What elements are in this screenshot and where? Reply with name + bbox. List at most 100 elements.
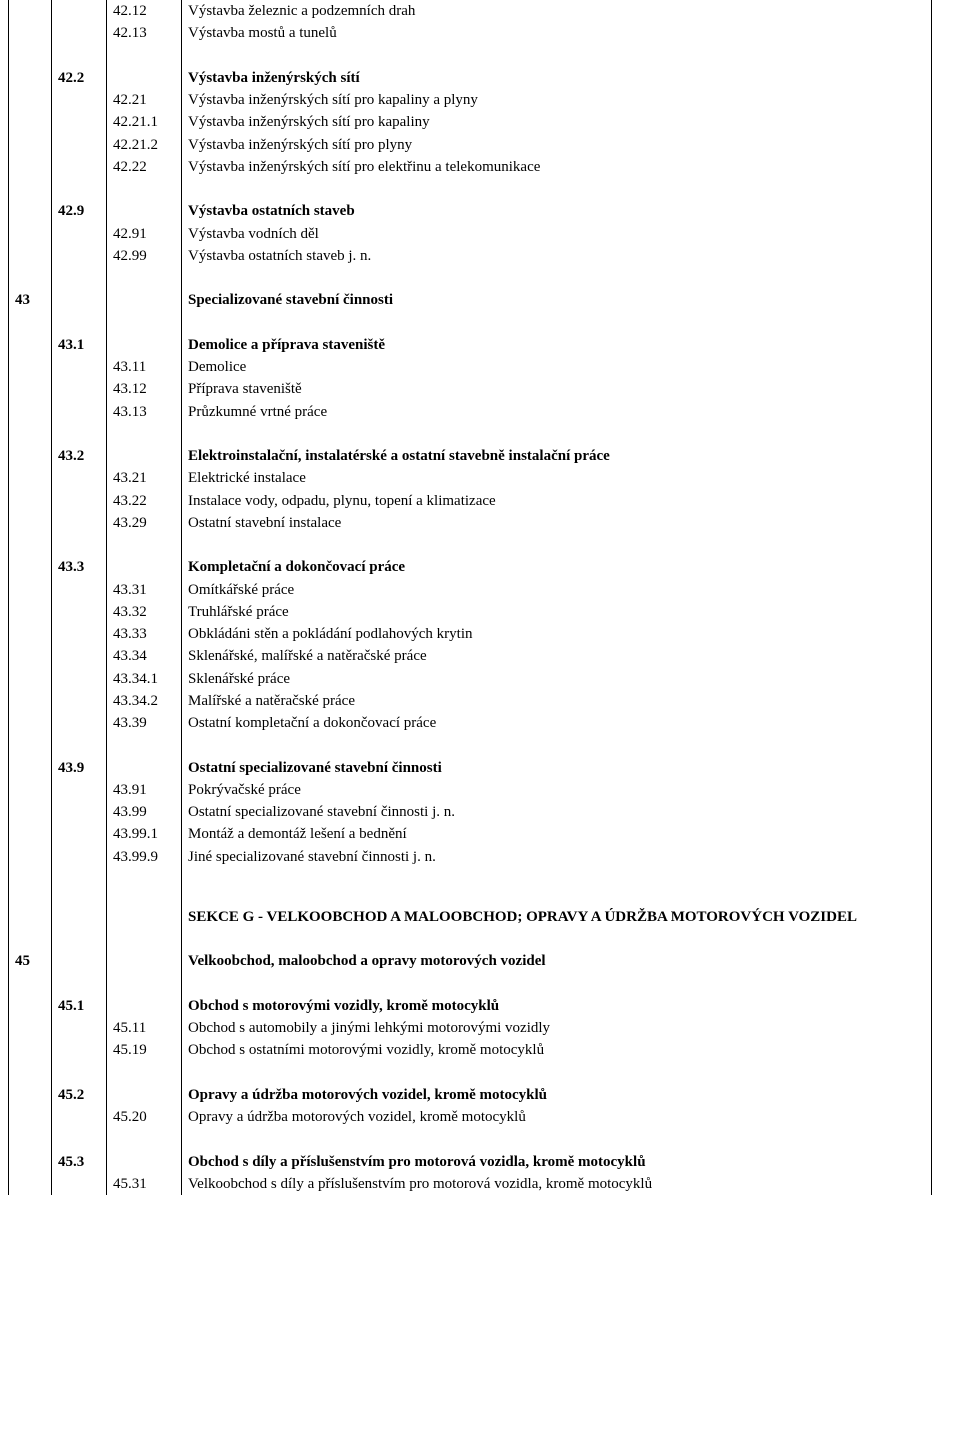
code-cell: 43.91 xyxy=(107,779,182,801)
code-cell: 45.20 xyxy=(107,1106,182,1128)
code-cell xyxy=(9,779,52,801)
table-row xyxy=(9,534,932,556)
code-cell xyxy=(52,1173,107,1195)
code-cell xyxy=(52,401,107,423)
table-row xyxy=(9,973,932,995)
code-cell xyxy=(52,906,107,928)
code-cell xyxy=(52,89,107,111)
table-row: 43.91Pokrývačské práce xyxy=(9,779,932,801)
table-row xyxy=(9,868,932,906)
table-row: 45.31Velkoobchod s díly a příslušenstvím… xyxy=(9,1173,932,1195)
code-cell xyxy=(52,1106,107,1128)
table-row: 45.3Obchod s díly a příslušenstvím pro m… xyxy=(9,1151,932,1173)
code-cell: 43.3 xyxy=(52,556,107,578)
code-cell xyxy=(9,823,52,845)
label-cell: Specializované stavební činnosti xyxy=(182,289,932,311)
code-cell xyxy=(9,378,52,400)
code-cell xyxy=(9,1017,52,1039)
table-row: 43.3Kompletační a dokončovací práce xyxy=(9,556,932,578)
table-row: 43.22Instalace vody, odpadu, plynu, tope… xyxy=(9,490,932,512)
code-cell: 43.11 xyxy=(107,356,182,378)
table-row: 43.29Ostatní stavební instalace xyxy=(9,512,932,534)
code-cell: 43.22 xyxy=(107,490,182,512)
label-cell: Výstavba inženýrských sítí pro plyny xyxy=(182,134,932,156)
table-row xyxy=(9,734,932,756)
code-cell xyxy=(9,645,52,667)
code-cell xyxy=(9,668,52,690)
table-row: 42.21.2Výstavba inženýrských sítí pro pl… xyxy=(9,134,932,156)
code-cell xyxy=(9,601,52,623)
code-cell: 45.19 xyxy=(107,1039,182,1061)
code-cell xyxy=(52,467,107,489)
code-cell xyxy=(52,712,107,734)
code-cell xyxy=(107,995,182,1017)
code-cell: 45 xyxy=(9,950,52,972)
label-cell: Opravy a údržba motorových vozidel, krom… xyxy=(182,1106,932,1128)
table-row: 42.91Výstavba vodních děl xyxy=(9,223,932,245)
label-cell: Ostatní stavební instalace xyxy=(182,512,932,534)
table-row: 43.9Ostatní specializované stavební činn… xyxy=(9,757,932,779)
code-cell xyxy=(52,245,107,267)
label-cell: Omítkářské práce xyxy=(182,579,932,601)
code-cell xyxy=(9,512,52,534)
table-row xyxy=(9,928,932,950)
table-row xyxy=(9,178,932,200)
table-row: 43.99.9Jiné specializované stavební činn… xyxy=(9,846,932,868)
table-row: 42.22Výstavba inženýrských sítí pro elek… xyxy=(9,156,932,178)
code-cell xyxy=(107,906,182,928)
table-row xyxy=(9,267,932,289)
table-row xyxy=(9,423,932,445)
code-cell xyxy=(52,134,107,156)
code-cell: 45.31 xyxy=(107,1173,182,1195)
code-cell xyxy=(52,645,107,667)
code-cell xyxy=(9,467,52,489)
code-cell xyxy=(9,1173,52,1195)
code-cell: 45.3 xyxy=(52,1151,107,1173)
label-cell: Sklenářské práce xyxy=(182,668,932,690)
label-cell: Výstavba ostatních staveb j. n. xyxy=(182,245,932,267)
code-cell: 43.32 xyxy=(107,601,182,623)
code-cell xyxy=(52,801,107,823)
table-row: 45Velkoobchod, maloobchod a opravy motor… xyxy=(9,950,932,972)
code-cell: 43.13 xyxy=(107,401,182,423)
table-row: 43.21Elektrické instalace xyxy=(9,467,932,489)
label-cell: Elektrické instalace xyxy=(182,467,932,489)
table-row: 43.13Průzkumné vrtné práce xyxy=(9,401,932,423)
classification-table: 42.12Výstavba železnic a podzemních drah… xyxy=(8,0,932,1195)
table-row xyxy=(9,312,932,334)
table-row: 43.32Truhlářské práce xyxy=(9,601,932,623)
table-row: 43.39Ostatní kompletační a dokončovací p… xyxy=(9,712,932,734)
code-cell: 43.99.9 xyxy=(107,846,182,868)
code-cell: 43.39 xyxy=(107,712,182,734)
code-cell: 43.29 xyxy=(107,512,182,534)
label-cell: Instalace vody, odpadu, plynu, topení a … xyxy=(182,490,932,512)
code-cell xyxy=(9,846,52,868)
code-cell xyxy=(52,1039,107,1061)
code-cell xyxy=(9,245,52,267)
code-cell xyxy=(52,378,107,400)
label-cell: Opravy a údržba motorových vozidel, krom… xyxy=(182,1084,932,1106)
code-cell xyxy=(52,0,107,22)
code-cell xyxy=(52,490,107,512)
label-cell: Výstavba železnic a podzemních drah xyxy=(182,0,932,22)
code-cell xyxy=(107,950,182,972)
code-cell xyxy=(52,22,107,44)
code-cell xyxy=(107,200,182,222)
code-cell xyxy=(9,906,52,928)
code-cell xyxy=(9,490,52,512)
code-cell xyxy=(9,223,52,245)
code-cell xyxy=(52,223,107,245)
code-cell: 43.99.1 xyxy=(107,823,182,845)
code-cell xyxy=(52,950,107,972)
code-cell xyxy=(9,1039,52,1061)
label-cell: Výstavba vodních děl xyxy=(182,223,932,245)
code-cell xyxy=(9,200,52,222)
label-cell: Obchod s motorovými vozidly, kromě motoc… xyxy=(182,995,932,1017)
table-row: 43.34Sklenářské, malířské a natěračské p… xyxy=(9,645,932,667)
table-row: 43Specializované stavební činnosti xyxy=(9,289,932,311)
label-cell: Truhlářské práce xyxy=(182,601,932,623)
code-cell xyxy=(9,801,52,823)
code-cell: 43.21 xyxy=(107,467,182,489)
code-cell xyxy=(9,356,52,378)
code-cell: 45.2 xyxy=(52,1084,107,1106)
